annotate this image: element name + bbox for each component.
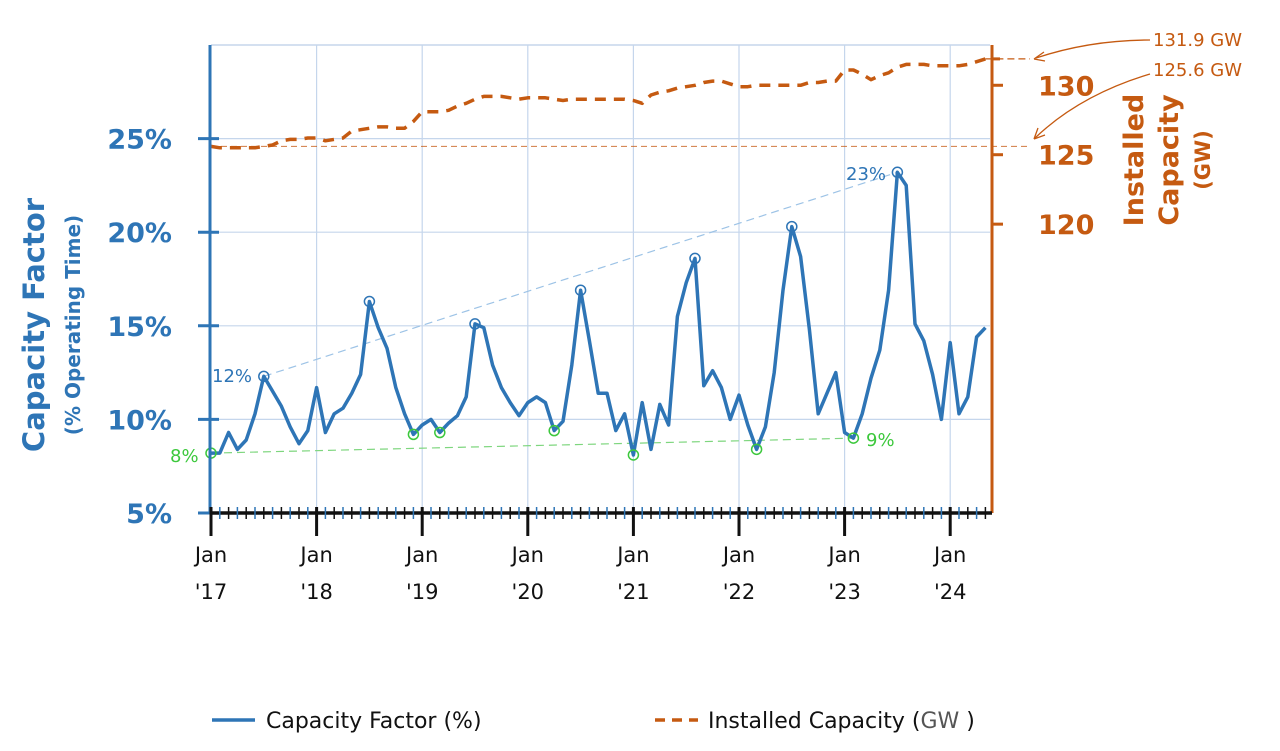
peak-marker	[786, 220, 798, 233]
trend-lines	[210, 171, 898, 454]
legend-label-capacity-factor: Capacity Factor (%)	[266, 709, 482, 734]
left-axis-tick-label: 20%	[107, 218, 172, 249]
right-axis-title-line1: Installed	[1119, 94, 1150, 227]
left-axis-tick-label: 10%	[107, 405, 172, 436]
peak-marker	[574, 284, 587, 296]
right-axis-title-line3: (GW)	[1191, 130, 1215, 190]
peak-marker	[689, 252, 701, 265]
x-axis-tick-label-month: Jan	[298, 543, 332, 567]
trough-marker	[548, 424, 560, 437]
trough-marker	[434, 426, 446, 439]
legend-label-installed-capacity: Installed Capacity (GW )	[708, 709, 975, 734]
left-axis-tick-label: 15%	[107, 312, 172, 343]
right-axis-tick-label: 125	[1038, 141, 1094, 172]
x-axis-tick-label-month: Jan	[510, 543, 544, 567]
arrowhead-capacity-end	[1033, 51, 1046, 62]
x-axis-tick-label-month: Jan	[932, 543, 966, 567]
x-axis-tick-label-year: '24	[934, 580, 967, 604]
legend-label-unit: GW	[920, 709, 959, 734]
x-axis-tick-label-month: Jan	[404, 543, 438, 567]
trend-line-peaks	[263, 171, 898, 377]
left-axis-subtitle: (% Operating Time)	[61, 215, 85, 435]
left-axis-tick-label: 5%	[126, 499, 172, 530]
grid	[211, 44, 990, 513]
trough-marker	[627, 449, 640, 461]
series-line-installed-capacity	[210, 57, 986, 150]
peak-marker	[363, 295, 376, 308]
legend-label-main: Installed Capacity (	[708, 709, 920, 734]
annotation-capacity-end: 131.9 GW	[1153, 30, 1242, 51]
reference-lines	[211, 58, 1030, 147]
x-axis-tick-label-year: '23	[828, 580, 861, 604]
trough-marker	[750, 443, 763, 456]
trend-line-troughs	[210, 437, 854, 454]
legend-label-close: )	[959, 709, 975, 734]
right-axis-tick-label: 120	[1038, 210, 1094, 241]
x-axis-tick-label-month: Jan	[826, 543, 860, 567]
trough-marker	[847, 432, 860, 444]
series	[210, 57, 987, 457]
x-axis-tick-label-year: '20	[512, 580, 545, 604]
peak-marker	[258, 370, 270, 383]
left-axis-tick-label: 25%	[107, 125, 172, 156]
x-axis-tick-label-year: '21	[617, 580, 650, 604]
arrowhead-capacity-start	[1033, 127, 1046, 140]
annotation-trough-end: 9%	[866, 430, 895, 451]
x-axis-tick-label-year: '17	[195, 580, 228, 604]
annotation-capacity-start: 125.6 GW	[1153, 60, 1242, 81]
x-axis-tick-label-month: Jan	[615, 543, 649, 567]
x-axis-tick-label-month: Jan	[721, 543, 755, 567]
annotation-peak-start: 12%	[212, 366, 252, 387]
peak-marker	[469, 318, 481, 330]
peak-marker	[891, 166, 904, 179]
annotation-trough-start: 8%	[170, 446, 199, 467]
x-axis-tick-label-year: '18	[300, 580, 333, 604]
arrow-capacity-end	[1035, 39, 1151, 59]
x-axis-tick-label-year: '22	[723, 580, 756, 604]
legend: Capacity Factor (%) Installed Capacity (…	[212, 709, 975, 734]
x-axis-tick-label-month: Jan	[193, 543, 227, 567]
arrow-capacity-start	[1034, 73, 1151, 139]
axes: 5% 10% 15% 20% 25% 120 125 130 Jan '17 Jan '18 Jan '1…	[107, 45, 1094, 604]
trough-marker	[407, 428, 420, 441]
x-axis-tick-label-year: '19	[406, 580, 439, 604]
right-axis-tick-label: 130	[1038, 71, 1094, 102]
right-axis-title-line2: Capacity	[1154, 94, 1185, 226]
annotation-peak-end: 23%	[846, 164, 886, 185]
series-line-capacity-factor	[211, 170, 987, 457]
left-axis-title: Capacity Factor	[17, 197, 51, 452]
